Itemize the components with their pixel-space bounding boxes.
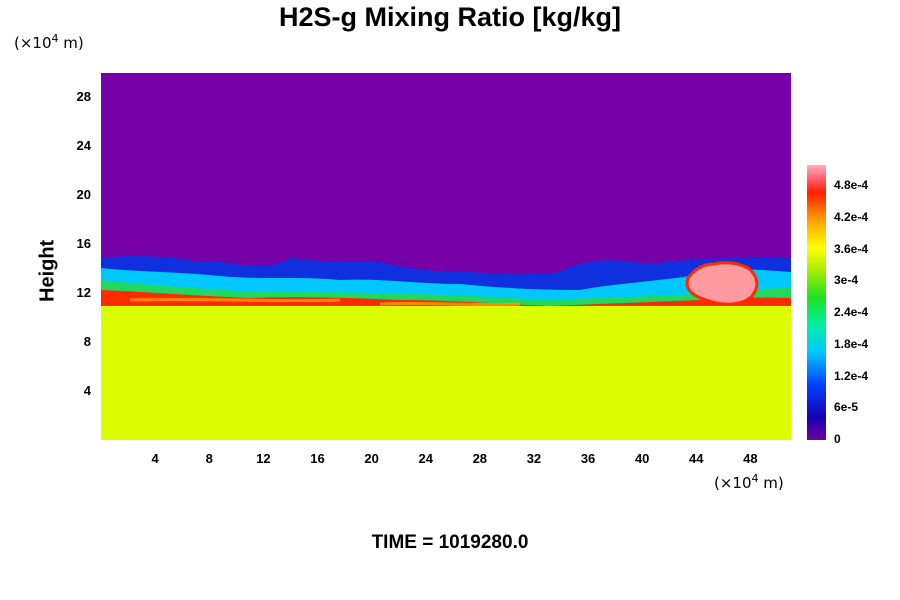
- x-tick-label: 40: [634, 451, 650, 466]
- y-tick-label: 20: [76, 187, 91, 203]
- y-tick-label: 24: [76, 138, 91, 154]
- x-tick-label: 4: [151, 451, 159, 466]
- colorbar-tick-label: 2.4e-4: [834, 305, 869, 320]
- x-tick-label: 32: [526, 451, 542, 466]
- colorbar: [807, 165, 826, 440]
- orange-streaks: [129, 297, 521, 307]
- lower-layer: [101, 306, 791, 440]
- x-tick-label: 48: [743, 451, 758, 466]
- x-unit-exponent: 4: [751, 472, 759, 485]
- colorbar-tick-label: 4.8e-4: [834, 178, 869, 193]
- y-unit-exponent: 4: [51, 32, 59, 45]
- colorbar-tick-label: 6e-5: [834, 400, 859, 415]
- colorbar-tick-label: 1.8e-4: [834, 336, 869, 351]
- colorbar-tick-label: 4.2e-4: [834, 209, 869, 224]
- time-label: TIME = 1019280.0: [371, 532, 529, 553]
- colorbar-tick-label: 3.6e-4: [834, 241, 869, 256]
- red-interface-band: [101, 290, 791, 310]
- y-axis-unit: (×104 m): [14, 32, 84, 52]
- y-tick-label: 4: [83, 383, 91, 399]
- y-unit-prefix: (×10: [14, 34, 52, 52]
- x-tick-label: 16: [310, 451, 325, 466]
- x-tick-label: 28: [472, 451, 488, 466]
- x-tick-label: 36: [580, 451, 596, 466]
- y-unit-suffix: m): [58, 34, 84, 52]
- chart-title: H2S-g Mixing Ratio [kg/kg]: [278, 2, 621, 32]
- x-axis-unit: (×104 m): [714, 472, 784, 492]
- y-tick-label: 12: [76, 285, 91, 301]
- colorbar-tick-label: 1.2e-4: [834, 368, 869, 383]
- colorbar-tick-label: 0: [834, 432, 841, 446]
- colorbar-tick-label: 3e-4: [834, 273, 859, 288]
- x-tick-label: 12: [256, 451, 271, 466]
- x-unit-suffix: m): [758, 474, 784, 492]
- x-tick-label: 8: [205, 451, 213, 466]
- x-tick-label: 44: [689, 451, 704, 466]
- x-tick-label: 24: [418, 451, 433, 466]
- x-unit-prefix: (×10: [714, 474, 752, 492]
- x-tick-label: 20: [364, 451, 379, 466]
- y-tick-label: 8: [83, 334, 91, 350]
- pink-plume: [685, 261, 759, 306]
- heatmap-field: [101, 73, 791, 440]
- y-tick-label: 28: [76, 89, 91, 105]
- y-tick-label: 16: [76, 236, 91, 252]
